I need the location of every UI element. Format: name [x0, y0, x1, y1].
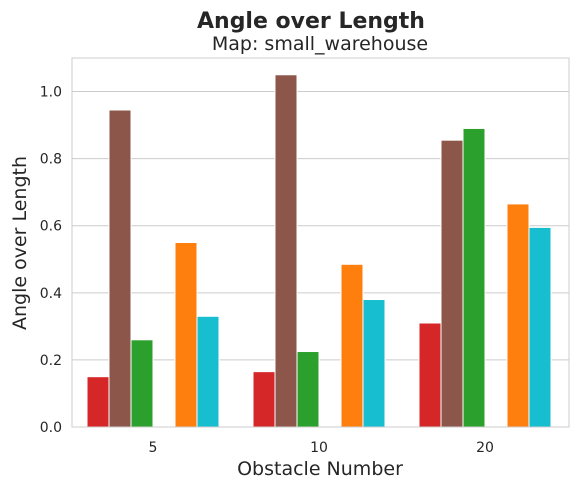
x-axis-label: Obstacle Number [237, 458, 403, 480]
y-tick-label: 0.0 [40, 420, 62, 436]
bar-20-series-1 [418, 322, 442, 428]
y-tick-labels: 0.0 0.2 0.4 0.6 0.8 1.0 [40, 85, 62, 436]
chart-title: Angle over Length [197, 9, 425, 34]
y-tick-label: 0.6 [40, 219, 62, 235]
bar-5-series-5 [174, 242, 198, 428]
bar-5-series-6 [196, 315, 220, 428]
bar-10-series-3 [296, 351, 320, 428]
bar-10-series-6 [362, 299, 386, 428]
y-axis-label: Angle over Length [9, 156, 31, 330]
x-tick-label: 5 [149, 440, 158, 456]
x-tick-labels: 5 10 20 [149, 440, 494, 456]
bar-20-series-6 [528, 226, 552, 428]
bar-20-series-3 [462, 127, 486, 428]
x-tick-label: 20 [476, 440, 494, 456]
bar-20-series-5 [506, 203, 530, 428]
plot-frame [71, 57, 570, 428]
bar-10-series-5 [340, 263, 364, 428]
bar-20-series-2 [440, 139, 464, 428]
y-tick-label: 0.8 [40, 152, 62, 168]
chart-subtitle: Map: small_warehouse [212, 33, 428, 55]
y-tick-label: 1.0 [40, 85, 62, 101]
bar-5-series-2 [108, 109, 132, 428]
y-tick-label: 0.2 [40, 353, 62, 369]
y-tick-label: 0.4 [40, 286, 62, 302]
x-tick-label: 10 [310, 440, 328, 456]
bar-10-series-1 [252, 371, 276, 428]
bars [86, 74, 552, 428]
bar-5-series-3 [130, 339, 154, 428]
bar-10-series-2 [274, 74, 298, 428]
bar-5-series-1 [86, 376, 110, 428]
